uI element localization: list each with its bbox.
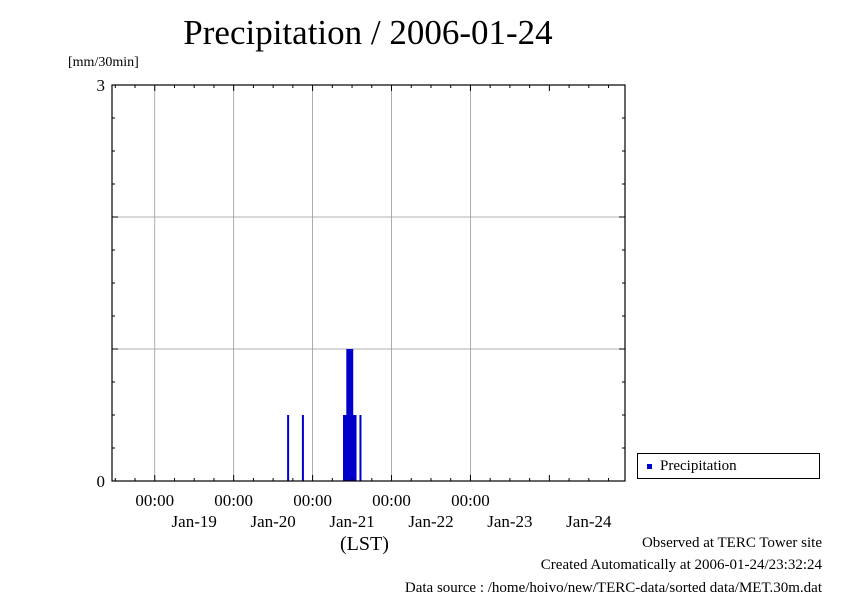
y-tick-label: 3: [97, 76, 106, 95]
axes: [111, 84, 626, 482]
precipitation-bar: [359, 415, 362, 481]
x-date-label: Jan-20: [250, 512, 295, 531]
precipitation-bar: [352, 415, 355, 481]
x-date-label: Jan-19: [172, 512, 217, 531]
precipitation-bar: [347, 349, 350, 481]
x-time-label: 00:00: [293, 491, 332, 510]
chart-title: Precipitation / 2006-01-24: [183, 13, 553, 52]
grid-lines: [112, 85, 625, 481]
x-date-label: Jan-22: [408, 512, 453, 531]
plot-frame: [111, 84, 626, 482]
x-date-label: Jan-21: [329, 512, 374, 531]
precipitation-bar: [301, 415, 304, 481]
x-time-label: 00:00: [135, 491, 174, 510]
precipitation-bar: [346, 349, 349, 481]
precipitation-bar: [343, 415, 346, 481]
precipitation-bar: [351, 349, 354, 481]
x-date-label: Jan-24: [566, 512, 612, 531]
footer-created: Created Automatically at 2006-01-24/23:3…: [540, 557, 822, 573]
x-time-label: 00:00: [214, 491, 253, 510]
bar-series: [287, 349, 362, 481]
x-date-label: Jan-23: [487, 512, 532, 531]
legend-label: Precipitation: [660, 458, 737, 474]
footer-source: Data source : /home/hoivo/new/TERC-data/…: [404, 580, 822, 596]
legend-swatch: [647, 464, 652, 469]
footer-observed: Observed at TERC Tower site: [641, 535, 822, 551]
precipitation-bar: [344, 415, 347, 481]
y-tick-label: 0: [97, 472, 106, 491]
precipitation-bar: [349, 349, 352, 481]
tick-labels: 0 3 00:00 00:00 00:00 00:00 00:00 Jan-19 Jan-20 J…: [97, 76, 612, 531]
legend: Precipitation: [637, 453, 820, 479]
x-axis-label: (LST): [340, 533, 389, 555]
precipitation-bar: [287, 415, 290, 481]
precipitation-bar: [354, 415, 357, 481]
y-axis-unit-label: [mm/30min]: [68, 55, 139, 70]
x-time-label: 00:00: [372, 491, 411, 510]
x-time-label: 00:00: [451, 491, 490, 510]
